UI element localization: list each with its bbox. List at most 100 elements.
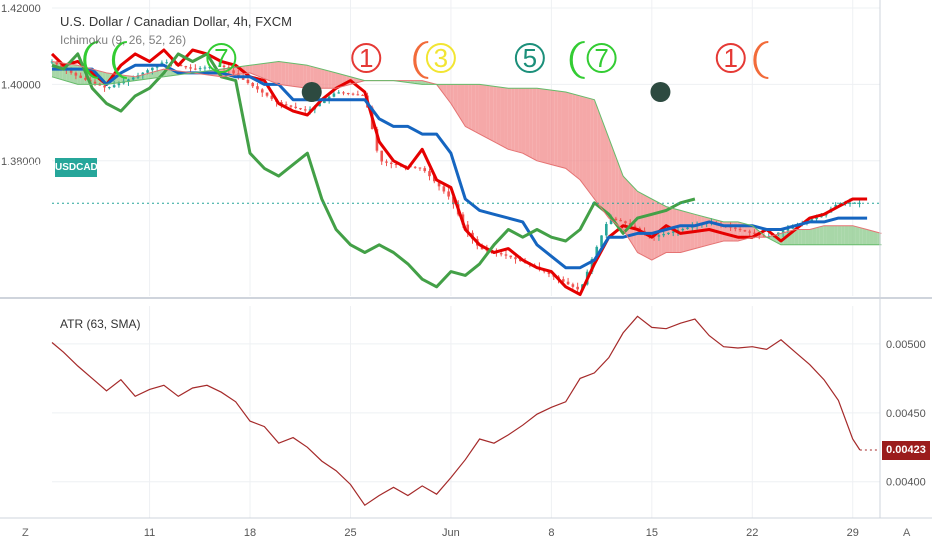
- cloud-segment: [490, 86, 494, 142]
- candle-body: [572, 284, 575, 287]
- candle-body: [744, 230, 747, 231]
- candle-body: [385, 161, 388, 162]
- candle-body: [337, 92, 340, 93]
- cloud-segment: [870, 230, 874, 245]
- cloud-segment: [612, 146, 616, 224]
- cloud-segment: [802, 230, 806, 245]
- atr-y-tick-label: 0.00450: [886, 408, 926, 420]
- candle-body: [199, 68, 202, 69]
- cloud-segment: [515, 88, 519, 152]
- marker-number: 5: [523, 43, 537, 73]
- cloud-segment: [475, 84, 479, 133]
- price-tag-chikou: 1.36888: [0, 204, 52, 223]
- candle-body: [299, 108, 302, 109]
- candle-body: [132, 78, 135, 80]
- auto-scale-button[interactable]: A: [903, 527, 910, 539]
- candle-body: [605, 224, 608, 235]
- grid-layer: [52, 0, 880, 518]
- cloud-segment: [285, 62, 289, 85]
- candle-body: [734, 228, 737, 229]
- cloud-segment: [648, 197, 652, 260]
- marker-number: 7: [594, 43, 608, 73]
- marker-crescent: [754, 42, 768, 78]
- cloud-segment: [508, 88, 512, 150]
- candle-body: [342, 92, 345, 93]
- cloud-segment: [300, 64, 304, 87]
- cloud-segment: [841, 226, 845, 245]
- cloud-segment: [321, 69, 325, 88]
- cloud-segment: [558, 91, 562, 167]
- cloud-segment: [529, 88, 533, 158]
- cloud-segment: [859, 227, 863, 244]
- candle-body: [739, 229, 742, 230]
- x-tick-label: 18: [244, 527, 256, 539]
- candle-body: [75, 73, 78, 76]
- timezone-button[interactable]: Z: [22, 527, 29, 539]
- cloud-segment: [834, 226, 838, 245]
- price-tag-tenkan: 1.36739: [0, 227, 52, 246]
- candle-body: [94, 82, 97, 84]
- candle-body: [294, 107, 297, 108]
- cloud-segment: [823, 226, 827, 245]
- cloud-segment: [479, 84, 483, 135]
- candle-body: [615, 219, 618, 220]
- candle-body: [672, 231, 675, 232]
- cloud-segment: [292, 63, 296, 86]
- candle-body: [380, 151, 383, 162]
- cloud-segment: [579, 96, 583, 184]
- candle-body: [189, 67, 192, 68]
- cloud-segment: [590, 99, 594, 198]
- cloud-segment: [526, 88, 530, 156]
- candle-body: [849, 203, 852, 204]
- atr-legend[interactable]: ATR (63, SMA): [60, 317, 140, 331]
- x-tick-label: Jun: [442, 527, 460, 539]
- ichimoku-legend[interactable]: Ichimoku (9, 26, 52, 26): [60, 33, 186, 47]
- candle-body: [165, 62, 168, 63]
- candle-body: [514, 257, 517, 259]
- cloud-segment: [500, 87, 504, 147]
- candle-body: [251, 83, 254, 86]
- candle-body: [151, 68, 154, 71]
- atr-line: [52, 316, 860, 505]
- marker-dot: [302, 82, 322, 102]
- cloud-segment: [70, 64, 74, 83]
- cloud-segment: [637, 191, 641, 254]
- candle-body: [748, 231, 751, 232]
- cloud-segment: [332, 72, 336, 88]
- candle-body: [261, 89, 264, 92]
- candle-body: [290, 105, 293, 106]
- candle-body: [118, 83, 121, 85]
- cloud-segment: [483, 85, 487, 138]
- atr-y-tick-label: 0.00400: [886, 477, 926, 489]
- cloud-segment: [569, 93, 573, 174]
- cloud-segment: [518, 88, 522, 153]
- candle-body: [658, 235, 661, 236]
- cloud-segment: [805, 230, 809, 245]
- cloud-segment: [583, 97, 587, 189]
- candle-body: [256, 86, 259, 89]
- x-tick-label: 15: [646, 527, 658, 539]
- cloud-segment: [795, 230, 799, 245]
- candle-body: [419, 167, 422, 168]
- price-tag-senkou: 1.36373: [0, 273, 52, 292]
- cloud-segment: [655, 201, 659, 259]
- candle-body: [347, 93, 350, 94]
- cloud-segment: [798, 230, 802, 245]
- price-tag-kijun: 1.36373: [0, 250, 52, 269]
- candle-body: [686, 228, 689, 229]
- candle-body: [352, 94, 355, 95]
- candle-body: [361, 95, 364, 96]
- marker-number: 3: [434, 43, 448, 73]
- cloud-segment: [874, 231, 878, 245]
- cloud-segment: [289, 63, 293, 86]
- cloud-segment: [522, 88, 526, 154]
- cloud-segment: [282, 62, 286, 85]
- marker-number: 1: [359, 43, 373, 73]
- y-tick-label: 1.40000: [1, 79, 41, 91]
- cloud-segment: [493, 86, 497, 143]
- candle-body: [443, 186, 446, 191]
- cloud-segment: [543, 89, 547, 163]
- candle-body: [247, 80, 250, 83]
